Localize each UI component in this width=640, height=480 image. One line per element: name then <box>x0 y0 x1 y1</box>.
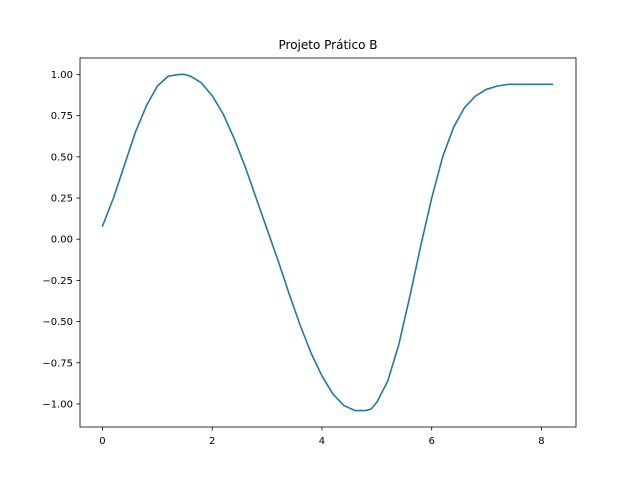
x-tick-label: 0 <box>99 436 105 447</box>
x-tick-label: 6 <box>429 436 435 447</box>
x-tick-label: 8 <box>538 436 544 447</box>
axes-frame <box>79 57 577 428</box>
y-tick-label: 0.50 <box>51 152 73 163</box>
x-tick-label: 2 <box>209 436 215 447</box>
y-tick-label: 1.00 <box>51 70 73 81</box>
axes-layer: 0 2 4 6 8 1.00 0.75 0.50 0.25 0.00 −0.25 −0.50 −0.75… <box>42 57 577 447</box>
y-tick-label: 0.75 <box>51 111 73 122</box>
series-line-0 <box>101 73 554 412</box>
y-tick-label: 0.25 <box>51 194 73 205</box>
x-tick-label: 4 <box>319 436 325 447</box>
y-tick-label: −1.00 <box>42 399 73 410</box>
y-tick-label: −0.25 <box>42 276 73 287</box>
y-tick-label: 0.00 <box>51 235 73 246</box>
chart-title: Projeto Prático B <box>279 38 378 52</box>
y-tick-label: −0.75 <box>42 358 73 369</box>
y-tick-label: −0.50 <box>42 317 73 328</box>
series-layer <box>101 73 554 412</box>
